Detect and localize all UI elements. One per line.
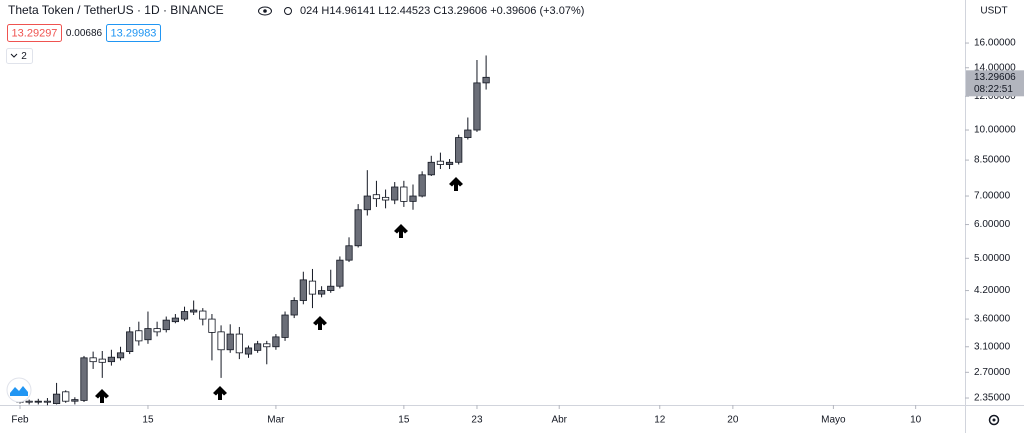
candle-body [354,209,362,247]
indicator-count: 2 [21,51,27,62]
candle-body [336,259,344,287]
candle-body [25,400,33,403]
indicators-toggle[interactable]: 2 [6,48,33,64]
settings-icon[interactable] [284,7,292,15]
header-bg [0,0,300,20]
candle-body [327,285,335,291]
y-tick-label: 3.60000 [974,314,1011,325]
y-tick-label: 8.50000 [974,155,1011,166]
x-tick-label: 12 [654,415,666,426]
chart-title: Theta Token / TetherUS · 1D · BINANCE [8,3,224,17]
y-tick-label: 7.00000 [974,191,1011,202]
candle-body [482,76,490,84]
candle-body [263,343,271,348]
y-tick-label: 2.35000 [974,393,1011,404]
y-tick-label: 5.00000 [974,253,1011,264]
candle-body [318,290,326,295]
candle-body [308,280,317,295]
candle-body [34,400,42,403]
ask-box[interactable]: 13.29983 [106,24,161,42]
y-tick-label: 12.00000 [974,91,1016,102]
candle-body [254,343,262,351]
currency-label: USDT [980,6,1007,17]
candle-body [43,400,52,403]
candle-body [299,279,307,301]
x-tick-label: Mar [267,415,285,426]
candle-body [52,393,61,405]
candle-body [116,352,125,359]
x-tick-label: 23 [471,415,483,426]
candle-body [135,330,143,342]
x-tick-label: 15 [142,415,154,426]
plot [16,55,490,406]
bid-box[interactable]: 13.29297 [7,24,62,42]
x-tick-label: 10 [910,415,922,426]
candle-body [62,391,70,402]
candle-body [409,195,417,202]
candle-body [345,245,353,261]
candle-body [445,161,454,165]
countdown: 08:22:51 [974,84,1013,95]
candle-body [381,196,390,201]
x-tick-label: 15 [398,415,410,426]
ask: 13.29983 [111,27,157,39]
logo[interactable] [6,377,32,403]
candle-body [217,331,225,351]
candle-body [199,310,207,320]
y-tick-label: 6.00000 [974,219,1011,230]
candle-body [290,300,298,316]
candle-body [272,336,280,348]
x-tick-label: Feb [11,415,29,426]
eye-icon[interactable] [258,6,272,16]
candle-body [80,357,88,401]
candle-body [418,174,426,197]
last-price-box [966,70,1024,97]
bid: 13.29297 [12,27,58,39]
x-tick-label: 20 [727,415,739,426]
candle-body [427,161,435,176]
spread: 0.00686 [66,28,103,39]
candle-body [363,195,371,211]
candle-body [180,311,189,320]
candle-body [126,331,134,352]
ohlc-text: 024 H14.96141 L12.44523 C13.29606 +0.396… [300,5,584,17]
candle-body [391,186,399,201]
y-tick-label: 16.00000 [974,38,1016,49]
candle-body [235,333,243,354]
candle-body [107,356,116,363]
candle-body [190,309,198,313]
candle-body [226,333,234,351]
settings-gear[interactable] [988,414,1000,426]
y-tick-label: 14.00000 [974,62,1016,73]
x-tick-label: Mayo [821,415,846,426]
candle-body [436,160,445,165]
y-tick-label: 2.70000 [974,367,1011,378]
x-tick-label: Abr [551,415,567,426]
candle-body [473,82,481,131]
candle-body [455,137,463,163]
candle-body [464,129,472,138]
candle-body [144,328,152,341]
y-tick-label: 10.00000 [974,125,1016,136]
candle-body [171,317,179,323]
y-tick-label: 3.10000 [974,341,1011,352]
candle-body [244,347,253,355]
candle-body [400,186,408,202]
candle-body [98,358,106,363]
y-tick-label: 4.20000 [974,285,1011,296]
candle-body [162,319,170,331]
candle-body [153,328,161,333]
last-price-label: 13.29606 [974,72,1016,83]
candle-body [281,314,289,338]
candle-body [208,318,216,333]
candle-body [89,357,97,363]
candle-body [372,194,381,200]
candle-body [71,399,79,402]
